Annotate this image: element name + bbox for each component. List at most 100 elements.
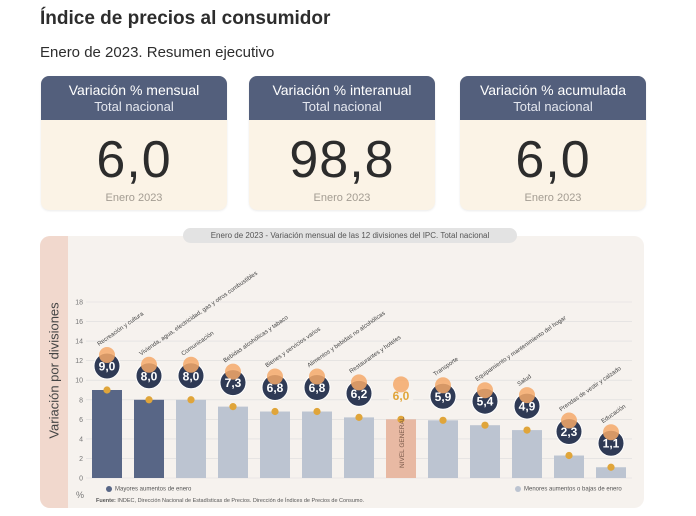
phone-icon xyxy=(183,356,199,373)
bar xyxy=(470,425,500,478)
bar xyxy=(134,399,164,478)
sun-palm-icon xyxy=(99,347,115,363)
bar xyxy=(386,419,416,478)
bar-value-label: 8,0 xyxy=(141,369,158,383)
card-period: Enero 2023 xyxy=(105,192,163,204)
comb-icon xyxy=(267,368,283,385)
card-subtitle: Total nacional xyxy=(94,99,174,114)
y-tick-label: 16 xyxy=(75,319,83,326)
card-monthly: Variación % mensual Total nacional 6,0 E… xyxy=(41,76,227,210)
bar-value-dot xyxy=(607,463,615,471)
category-label: Salud xyxy=(517,374,533,388)
legend-high-swatch xyxy=(106,486,112,492)
bar xyxy=(260,411,290,478)
bar-value-label: 5,4 xyxy=(477,395,494,409)
bar-value-dot xyxy=(439,416,447,424)
category-label: Prendas de vestir y calzado xyxy=(559,366,623,414)
legend-low: Menores aumentos o bajas de enero xyxy=(515,486,622,493)
y-tick-label: 6 xyxy=(79,417,83,424)
card-period: Enero 2023 xyxy=(313,192,371,204)
category-label: Equipamiento y mantenimiento del hogar xyxy=(475,315,568,382)
bar-value-dot xyxy=(481,421,489,429)
card-title: Variación % acumulada xyxy=(479,82,627,98)
bar-value-dot xyxy=(271,407,279,416)
y-tick-label: 12 xyxy=(75,358,83,365)
bar-value-label: 9,0 xyxy=(99,360,116,374)
legend-high: Mayores aumentos de enero xyxy=(106,486,191,493)
y-tick-label: 4 xyxy=(79,436,83,443)
bar-value-label: 4,9 xyxy=(519,400,536,414)
bar-value-dot xyxy=(397,415,405,423)
bar-value-dot xyxy=(229,403,237,411)
bar-value-dot xyxy=(145,396,153,404)
chart-title: Enero de 2023 - Variación mensual de las… xyxy=(183,228,517,243)
y-tick-label: 0 xyxy=(79,476,83,483)
bar xyxy=(176,399,206,478)
bar-value-label: 1,1 xyxy=(603,437,620,451)
source-label: Fuente: xyxy=(96,498,116,504)
bar xyxy=(302,411,332,478)
legend-low-label: Menores aumentos o bajas de enero xyxy=(524,486,622,493)
page-title: Índice de precios al consumidor xyxy=(40,8,331,29)
bar-value-dot xyxy=(187,396,195,404)
bar-value-label: 6,8 xyxy=(267,381,284,395)
category-label: Transporte xyxy=(433,356,461,378)
y-tick-label: 2 xyxy=(79,456,83,463)
category-label: NIVEL GENERAL xyxy=(399,416,406,468)
y-tick-label: 8 xyxy=(79,397,83,404)
legend-low-swatch xyxy=(515,486,521,492)
card-accumulated: Variación % acumulada Total nacional 6,0… xyxy=(460,76,646,210)
tools-icon xyxy=(477,382,493,399)
y-unit-label: % xyxy=(76,490,84,500)
bar-value-dot xyxy=(313,407,321,416)
category-label: Educación xyxy=(601,404,627,425)
bus-icon xyxy=(435,377,451,394)
card-title: Variación % interanual xyxy=(272,82,412,98)
y-tick-label: 18 xyxy=(75,300,83,307)
bar xyxy=(512,430,542,478)
bar xyxy=(596,467,626,478)
shirt-icon xyxy=(561,412,577,429)
card-value: 6,0 xyxy=(515,131,591,189)
bar-value-dot xyxy=(103,386,111,394)
y-tick-label: 14 xyxy=(75,339,83,346)
basket-icon xyxy=(393,376,409,393)
card-subtitle: Total nacional xyxy=(302,99,382,114)
card-yearly: Variación % interanual Total nacional 98… xyxy=(249,76,435,210)
card-title: Variación % mensual xyxy=(68,82,200,98)
card-value: 98,8 xyxy=(289,131,395,189)
bar-value-label: 6,0 xyxy=(393,389,410,403)
grocery-icon xyxy=(309,368,325,385)
card-period: Enero 2023 xyxy=(524,192,582,204)
card-subtitle: Total nacional xyxy=(513,99,593,114)
medical-cross-icon xyxy=(519,387,535,404)
bar-value-label: 6,8 xyxy=(309,381,326,395)
legend-high-label: Mayores aumentos de enero xyxy=(115,486,192,493)
source-note: Fuente: INDEC, Dirección Nacional de Est… xyxy=(96,498,364,504)
source-text: INDEC, Dirección Nacional de Estadística… xyxy=(117,498,365,504)
bar-value-dot xyxy=(523,426,531,434)
bar-value-label: 7,3 xyxy=(225,376,242,390)
bar-value-label: 2,3 xyxy=(561,425,578,439)
house-bulb-icon xyxy=(141,356,157,373)
glass-bottle-icon xyxy=(225,363,241,380)
bar-value-label: 5,9 xyxy=(435,390,452,404)
bar-value-dot xyxy=(355,413,363,421)
bar xyxy=(92,390,122,478)
card-header: Variación % interanual Total nacional xyxy=(249,76,435,120)
chart-sidebar xyxy=(40,236,68,508)
card-value: 6,0 xyxy=(96,131,172,189)
bar-value-label: 6,2 xyxy=(351,387,368,401)
bar-value-label: 8,0 xyxy=(183,369,200,383)
bar-value-dot xyxy=(565,451,573,460)
bar xyxy=(218,406,248,478)
bar xyxy=(344,417,374,478)
cutlery-icon xyxy=(351,374,367,391)
bar xyxy=(554,455,584,478)
page-subtitle: Enero de 2023. Resumen ejecutivo xyxy=(40,44,275,61)
y-tick-label: 10 xyxy=(75,378,83,385)
category-label: Recreación y cultura xyxy=(97,311,146,348)
bar xyxy=(428,420,458,478)
category-label: Comunicación xyxy=(181,331,216,358)
